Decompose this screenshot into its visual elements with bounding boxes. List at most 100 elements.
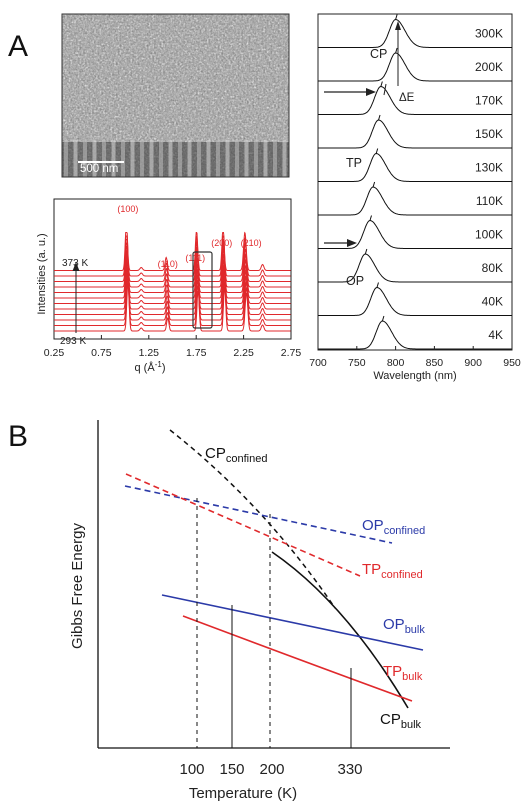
sem-scale-label: 500 nm xyxy=(80,163,118,175)
pl-peak-marker xyxy=(369,215,372,221)
xrd-peak-label: (110) xyxy=(158,259,178,269)
pl-label-cp: CP xyxy=(370,47,387,61)
gibbs-xtick-200: 200 xyxy=(259,761,284,778)
xrd-curve xyxy=(54,231,291,271)
sem-column xyxy=(178,140,182,177)
sem-column xyxy=(92,140,97,177)
pl-label-tp: TP xyxy=(346,156,362,170)
pl-spectrum xyxy=(318,152,512,182)
pl-label-delta-e: ΔE xyxy=(399,92,415,104)
pl-temperature-label: 4K xyxy=(488,328,503,342)
pl-tick-label: 750 xyxy=(348,357,366,369)
panel-a-label: A xyxy=(8,30,28,63)
sem-column xyxy=(121,140,125,177)
pl-peak-marker xyxy=(378,114,381,121)
pl-x-ticks: 700 750 800 850 900 950 xyxy=(309,346,521,369)
xrd-curve xyxy=(54,266,291,315)
gibbs-xlabel: Temperature (K) xyxy=(189,785,297,802)
pl-temperature-label: 100K xyxy=(475,228,503,242)
xrd-curves xyxy=(54,231,291,332)
curve-op-confined xyxy=(124,485,393,544)
sem-columns xyxy=(62,140,289,177)
sem-column xyxy=(140,140,144,177)
label-cp-confined: CPconfined xyxy=(205,445,267,465)
pl-spectrum xyxy=(318,18,512,48)
pl-tick-label: 700 xyxy=(309,357,327,369)
sem-image: 500 nm xyxy=(61,13,290,178)
pl-peak-marker xyxy=(372,181,376,188)
sem-column xyxy=(149,140,154,177)
pl-temperature-label: 300K xyxy=(475,27,503,41)
sem-column xyxy=(273,140,277,177)
sem-column xyxy=(244,140,249,177)
curve-op-bulk xyxy=(161,594,424,651)
gibbs-xtick-100: 100 xyxy=(179,761,204,778)
xrd-tick-label: 1.25 xyxy=(139,347,160,359)
pl-peak-marker xyxy=(375,148,379,154)
pl-peak-marker xyxy=(395,47,398,54)
pl-delta-e-marker xyxy=(383,83,387,96)
sem-column xyxy=(206,140,211,177)
xrd-tick-label: 1.75 xyxy=(186,347,207,359)
sem-column xyxy=(111,140,116,177)
pl-temperature-label: 200K xyxy=(475,60,503,74)
xrd-111-highlight-box xyxy=(192,251,213,329)
xrd-peak-label: (200) xyxy=(211,238,232,248)
pl-spectra xyxy=(318,14,512,350)
pl-xlabel: Wavelength (nm) xyxy=(373,370,456,382)
pl-spectrum xyxy=(318,186,512,216)
sem-column xyxy=(282,140,287,177)
sem-column xyxy=(64,140,68,177)
xrd-curve xyxy=(54,246,291,293)
pl-temperature-label: 110K xyxy=(476,194,503,208)
pl-spectrum xyxy=(318,253,512,283)
xrd-x-ticks: 0.25 0.75 1.25 1.75 2.25 2.75 xyxy=(44,335,301,359)
pl-tick-label: 800 xyxy=(387,357,405,369)
pl-plot: 300K 200K 170K 150K 130K 110K 100K 80K 40K 4K 700… xyxy=(309,13,521,382)
sem-column xyxy=(235,140,239,177)
curve-cp-bulk xyxy=(271,551,409,709)
xrd-curve xyxy=(54,242,291,288)
label-tp-bulk: TPbulk xyxy=(383,663,423,683)
pl-temperature-label: 130K xyxy=(475,161,503,175)
pl-tick-label: 850 xyxy=(426,357,444,369)
xrd-temp-top: 373 K xyxy=(62,258,88,269)
sem-column xyxy=(73,140,78,177)
xrd-plot-frame xyxy=(53,198,292,340)
curve-tp-confined xyxy=(125,473,361,577)
xrd-curve xyxy=(54,261,291,310)
pl-spectrum xyxy=(318,286,512,316)
gibbs-ylabel: Gibbs Free Energy xyxy=(69,523,86,649)
label-tp-confined: TPconfined xyxy=(362,561,423,581)
pl-temperature-label: 150K xyxy=(475,127,503,141)
curve-tp-bulk xyxy=(182,615,413,702)
sem-column xyxy=(159,140,163,177)
xrd-temp-bottom: 293 K xyxy=(60,336,86,347)
xrd-plot: Intensities (a. u.) (100) (110) (111) (200)… xyxy=(36,198,301,374)
sem-column xyxy=(225,140,230,177)
xrd-tick-label: 2.25 xyxy=(233,347,254,359)
curve-cp-confined xyxy=(169,429,336,609)
pl-peak-marker xyxy=(380,81,383,87)
panel-b-label: B xyxy=(8,420,28,453)
pl-temperature-label: 80K xyxy=(482,261,503,275)
xrd-tick-label: 0.75 xyxy=(91,347,112,359)
pl-peak-marker xyxy=(364,248,368,255)
pl-shift-arrowhead-top xyxy=(395,21,401,30)
xrd-peak-label: (111) xyxy=(185,253,205,263)
xrd-xlabel: q (Å-1) xyxy=(135,360,166,374)
sem-column xyxy=(187,140,192,177)
pl-spectrum xyxy=(318,219,512,249)
pl-transition-arrowhead-80 xyxy=(347,239,357,247)
label-op-bulk: OPbulk xyxy=(383,616,425,636)
sem-column xyxy=(263,140,268,177)
sem-column xyxy=(83,140,87,177)
pl-spectrum xyxy=(318,320,512,350)
pl-peak-marker xyxy=(395,14,398,20)
gibbs-diagram: Gibbs Free Energy Temperature (K) 100 15… xyxy=(69,420,450,802)
xrd-curve xyxy=(54,282,291,332)
pl-spectrum xyxy=(318,85,512,115)
xrd-curve xyxy=(54,239,291,282)
label-op-confined: OPconfined xyxy=(362,517,425,537)
